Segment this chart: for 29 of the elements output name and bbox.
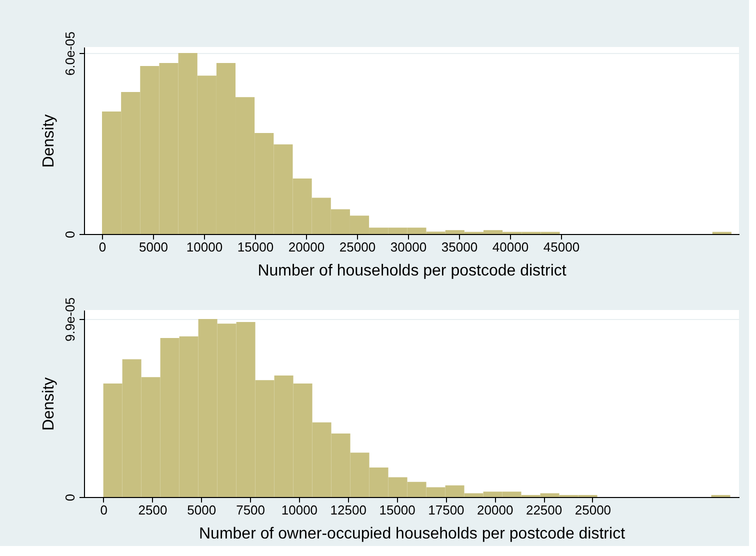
x-tick-label: 0 [100,502,108,518]
x-tick-label: 0 [98,240,106,254]
x-tick-label: 22500 [526,502,562,518]
x-tick-label: 10000 [186,240,223,254]
y-tick-label: 6.0e-05 [62,31,78,76]
x-axis-title: Number of households per postcode district [258,262,567,280]
y-axis-title: Density [40,377,58,431]
x-tick-label: 35000 [441,240,478,254]
x-tick-label: 12500 [330,502,366,518]
y-tick-label: 0 [62,230,78,238]
x-tick-label: 25000 [574,502,612,518]
x-tick-label: 5000 [187,502,216,518]
x-tick-label: 45000 [543,240,580,254]
x-tick-label: 15000 [379,502,416,518]
x-tick-label: 5000 [139,240,168,254]
x-tick-label: 15000 [237,240,274,254]
y-tick-label: 9.9e-05 [62,297,78,342]
x-tick-label: 20000 [477,502,514,518]
x-tick-label: 40000 [492,240,529,254]
x-tick-label: 25000 [339,240,376,254]
x-tick-label: 10000 [281,502,318,518]
x-axis-title: Number of owner-occupied households per postcode district [198,526,626,542]
x-tick-label: 17500 [428,502,464,518]
x-tick-label: 20000 [288,240,325,254]
x-tick-label: 30000 [390,240,427,254]
y-tick-label: 0 [62,494,78,502]
y-axis-title: Density [40,114,58,168]
x-tick-label: 7500 [236,502,266,518]
x-tick-label: 2500 [138,502,168,518]
